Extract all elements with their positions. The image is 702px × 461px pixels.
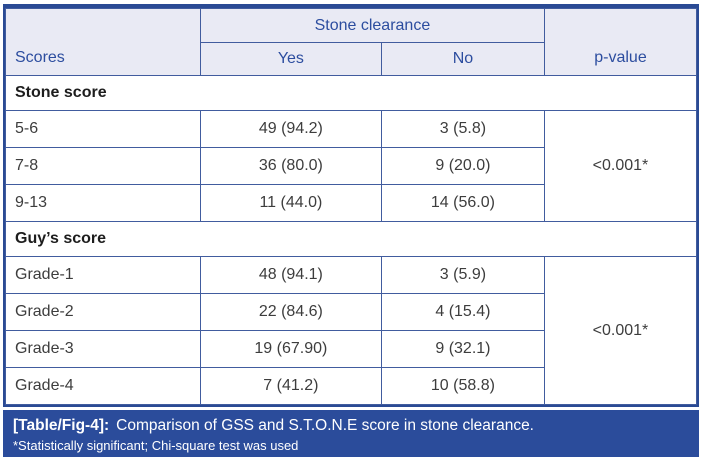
yes-value: 49 (94.2) [199,110,382,148]
caption-tag: [Table/Fig-4]: [13,417,110,434]
header-row-sub: Yes No [6,42,697,76]
no-value: 14 (56.0) [380,184,545,222]
table-row: 9-13 11 (44.0) 14 (56.0) [5,184,697,222]
table-row: 7-8 36 (80.0) 9 (20.0) [5,147,697,185]
caption-bar: [Table/Fig-4]: Comparison of GSS and S.T.… [3,410,699,457]
column-header-pvalue: p-value [543,8,698,76]
table-row: Grade-3 19 (67.90) 9 (32.1) [5,330,697,368]
row-label: Grade-3 [5,330,201,368]
yes-value: 7 (41.2) [199,367,382,405]
column-header-yes: Yes [199,42,382,76]
row-label: 9-13 [5,184,201,222]
no-value: 4 (15.4) [380,293,545,331]
table-row: 5-6 49 (94.2) 3 (5.8) <0.001* [5,110,698,222]
no-value: 9 (32.1) [380,330,545,368]
no-value: 3 (5.8) [380,110,545,148]
column-header-no: No [380,42,545,76]
row-label: Grade-2 [5,293,201,331]
caption-line: [Table/Fig-4]: Comparison of GSS and S.T.… [13,415,689,437]
row-label: 7-8 [5,147,201,185]
section-row: Guy’s score [5,221,697,257]
column-header-scores: Scores [5,8,201,76]
table-row: Grade-2 22 (84.6) 4 (15.4) [5,293,697,331]
p-value: <0.001* [543,256,698,405]
yes-value: 22 (84.6) [199,293,382,331]
section-title: Stone score [5,75,697,111]
data-table: Scores Stone clearance p-value Yes No St… [5,8,698,405]
yes-value: 36 (80.0) [199,147,382,185]
column-group-header-stone-clearance: Stone clearance [199,8,545,43]
row-label: Grade-1 [5,256,201,294]
table-row: Grade-4 7 (41.2) 10 (58.8) [5,367,697,405]
section-title: Guy’s score [5,221,697,257]
row-label: Grade-4 [5,367,201,405]
no-value: 9 (20.0) [380,147,545,185]
caption-text: Comparison of GSS and S.T.O.N.E score in… [116,417,534,434]
table-header: Scores Stone clearance p-value Yes No [5,8,698,76]
no-value: 10 (58.8) [380,367,545,405]
yes-value: 48 (94.1) [199,256,382,294]
data-table-frame: Scores Stone clearance p-value Yes No St… [3,4,699,407]
p-value: <0.001* [543,110,698,222]
yes-value: 19 (67.90) [199,330,382,368]
table-body: Stone score 5-6 49 (94.2) 3 (5.8) <0.001* 7-8… [5,75,698,405]
section-row: Stone score [5,75,697,111]
yes-value: 11 (44.0) [199,184,382,222]
row-label: 5-6 [5,110,201,148]
caption-footnote: *Statistically significant; Chi-square t… [13,438,299,453]
no-value: 3 (5.9) [380,256,545,294]
header-row-group: Scores Stone clearance p-value [5,8,698,76]
table-row: Grade-1 48 (94.1) 3 (5.9) <0.001* [5,256,698,405]
